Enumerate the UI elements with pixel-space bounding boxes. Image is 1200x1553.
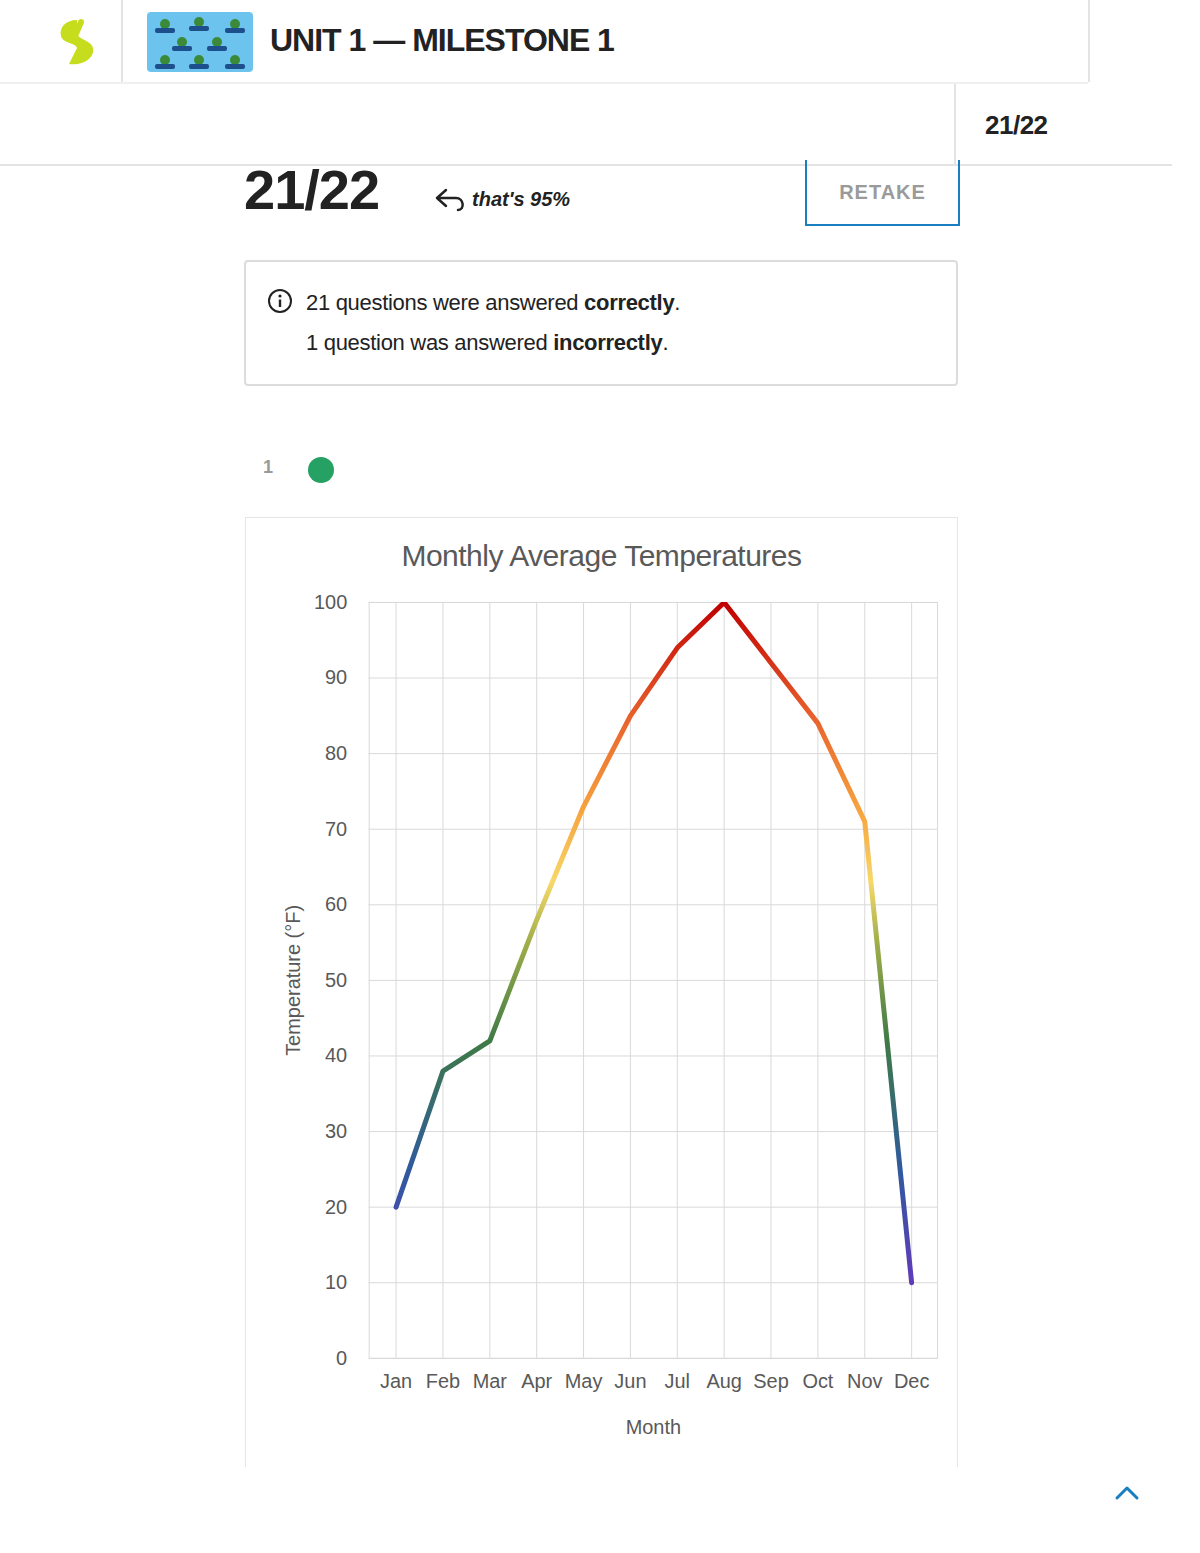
svg-text:Dec: Dec — [894, 1370, 929, 1392]
svg-text:50: 50 — [325, 969, 347, 991]
html-text:that's 95%: that's 95% — [472, 188, 571, 210]
svg-text:100: 100 — [314, 591, 347, 613]
svg-text:60: 60 — [325, 893, 347, 915]
html-text:UNIT 1 — MILESTONE 1: UNIT 1 — MILESTONE 1 — [270, 22, 614, 58]
svg-text:30: 30 — [325, 1120, 347, 1142]
svg-text:Apr: Apr — [521, 1370, 552, 1392]
svg-text:20: 20 — [325, 1196, 347, 1218]
svg-text:Feb: Feb — [426, 1370, 460, 1392]
svg-text:Sep: Sep — [753, 1370, 788, 1392]
html-text:Monthly Average Temperatures: Monthly Average Temperatures — [401, 539, 802, 572]
svg-text:Aug: Aug — [706, 1370, 741, 1392]
svg-text:40: 40 — [325, 1044, 347, 1066]
svg-text:Jan: Jan — [380, 1370, 412, 1392]
svg-text:10: 10 — [325, 1271, 347, 1293]
svg-text:Jul: Jul — [665, 1370, 690, 1392]
svg-text:70: 70 — [325, 818, 347, 840]
svg-text:Mar: Mar — [473, 1370, 508, 1392]
html-text:21 questions were answered cor: 21 questions were answered correctly. — [306, 290, 681, 315]
svg-text:0: 0 — [336, 1347, 347, 1369]
svg-text:Nov: Nov — [847, 1370, 882, 1392]
svg-text:Month: Month — [626, 1416, 681, 1438]
svg-text:May: May — [565, 1370, 603, 1392]
svg-text:Oct: Oct — [802, 1370, 833, 1392]
html-text:21/22: 21/22 — [985, 110, 1048, 140]
html-text:21/22: 21/22 — [244, 158, 380, 221]
html-text:1: 1 — [263, 457, 273, 477]
svg-text:90: 90 — [325, 666, 347, 688]
svg-text:Temperature (°F): Temperature (°F) — [282, 905, 304, 1056]
html-text:1 question was answered incorr: 1 question was answered incorrectly. — [306, 330, 669, 355]
svg-text:Jun: Jun — [614, 1370, 646, 1392]
html-text:RETAKE: RETAKE — [839, 180, 926, 203]
svg-text:80: 80 — [325, 742, 347, 764]
